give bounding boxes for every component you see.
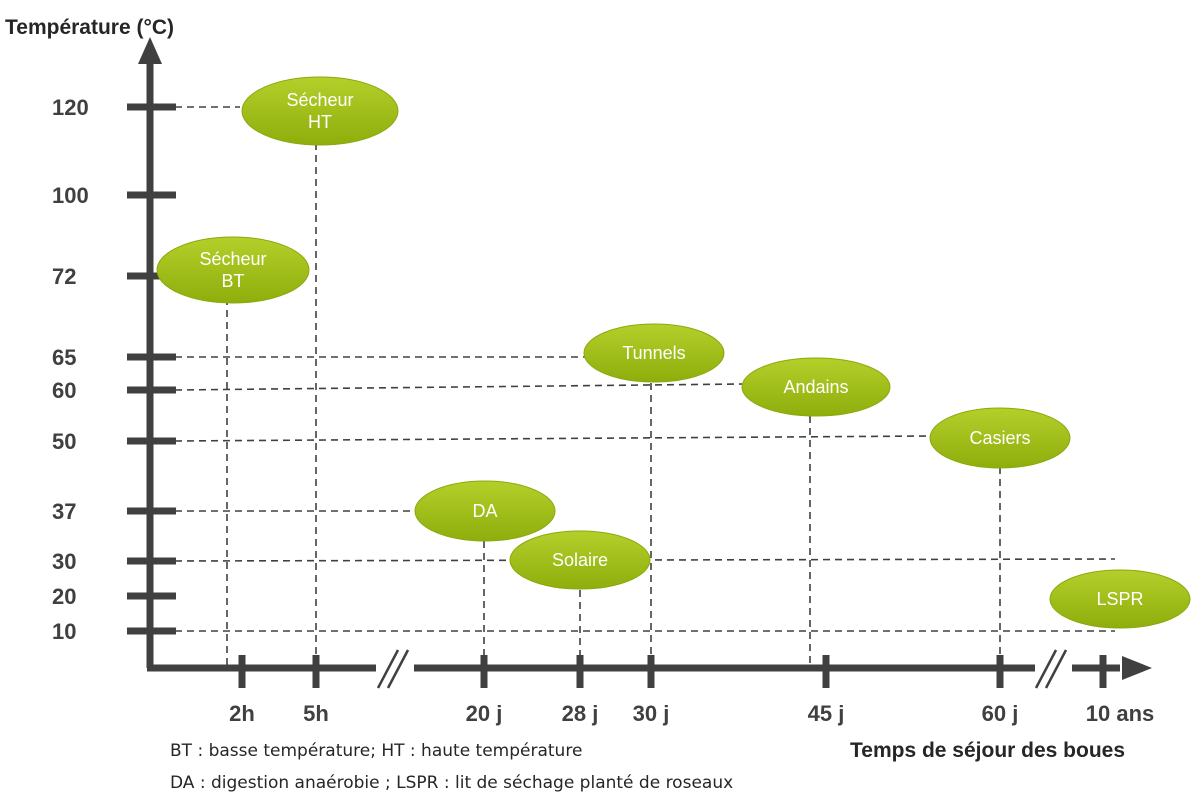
y-ticks: 120 100 72 65 60 50 37 30 20 10 [52, 95, 176, 644]
x-tick-label: 5h [303, 701, 329, 726]
y-tick-label: 10 [52, 619, 76, 644]
y-tick-label: 30 [52, 549, 76, 574]
x-axis-title: Temps de séjour des boues [850, 739, 1125, 762]
guide-lines [174, 106, 1116, 668]
process-label: Solaire [552, 550, 608, 570]
x-axis-arrow [1122, 656, 1152, 680]
process-label: Tunnels [622, 343, 685, 363]
process-node: Casiers [929, 407, 1071, 469]
x-tick-label: 20 j [466, 701, 503, 726]
guide-50 [174, 435, 931, 442]
process-label: Casiers [969, 428, 1030, 448]
x-tick-label: 45 j [808, 701, 845, 726]
process-label: Sécheur [286, 90, 353, 110]
process-label: LSPR [1096, 589, 1143, 609]
process-ellipse [414, 480, 556, 542]
process-ellipse [241, 76, 399, 146]
process-node: Andains [741, 357, 891, 417]
process-label: BT [221, 271, 244, 291]
legend-note-1: BT : basse température; HT : haute tempé… [170, 741, 583, 761]
y-axis-arrow [138, 37, 162, 64]
process-ellipses: SécheurHTSécheurBTTunnelsAndainsCasiersD… [156, 76, 1191, 629]
process-ellipse [1049, 569, 1191, 629]
y-tick-label: 72 [52, 264, 76, 289]
y-tick-label: 37 [52, 499, 76, 524]
process-node: DA [414, 480, 556, 542]
process-ellipse [509, 530, 651, 590]
y-tick-label: 65 [52, 345, 76, 370]
y-tick-label: 120 [52, 95, 89, 120]
process-ellipse [156, 236, 310, 304]
x-tick-label: 28 j [562, 701, 599, 726]
break-mark [1044, 649, 1068, 689]
process-label: HT [308, 112, 332, 132]
y-axis-title: Température (°C) [5, 16, 174, 39]
process-label: Sécheur [199, 249, 266, 269]
y-tick-label: 50 [52, 429, 76, 454]
guide-60 [174, 383, 743, 391]
process-label: Andains [783, 377, 848, 397]
x-ticks: 2h 5h 20 j 28 j 30 j 45 j 60 j 10 ans [229, 655, 1154, 726]
process-ellipse [741, 357, 891, 417]
process-ellipse [929, 407, 1071, 469]
process-node: Solaire [509, 530, 651, 590]
x-tick-label: 30 j [633, 701, 670, 726]
process-ellipse [583, 323, 725, 383]
axes [138, 37, 1152, 689]
y-tick-label: 60 [52, 378, 76, 403]
process-node: LSPR [1049, 569, 1191, 629]
y-tick-label: 20 [52, 584, 76, 609]
break-mark [376, 649, 400, 689]
x-tick-label: 10 ans [1086, 701, 1155, 726]
legend-note-2: DA : digestion anaérobie ; LSPR : lit de… [170, 773, 734, 793]
x-tick-label: 2h [229, 701, 255, 726]
break-mark [1034, 649, 1058, 689]
x-tick-label: 60 j [982, 701, 1019, 726]
break-mark [386, 649, 410, 689]
y-tick-label: 100 [52, 183, 89, 208]
process-label: DA [472, 501, 497, 521]
process-node: Tunnels [583, 323, 725, 383]
